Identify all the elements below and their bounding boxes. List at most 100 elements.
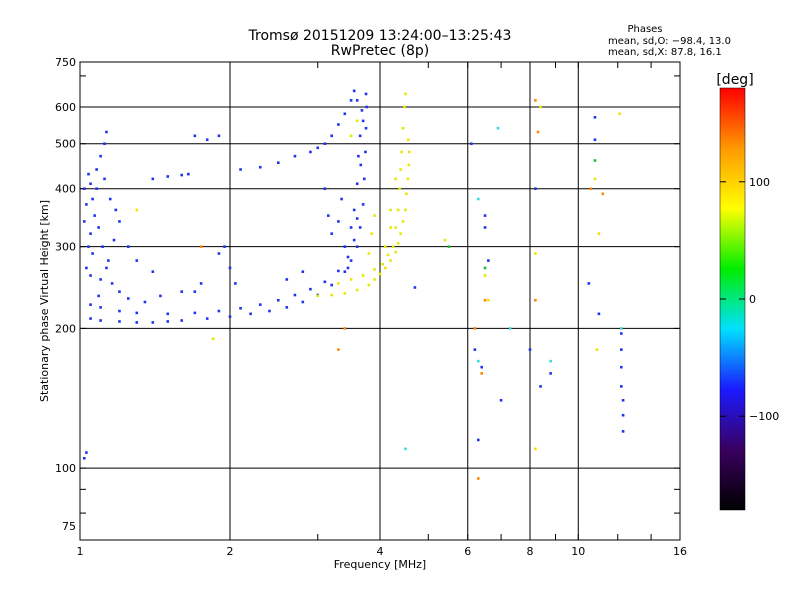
data-point — [87, 245, 90, 248]
data-point — [199, 282, 203, 285]
x-tick-label: 1 — [77, 545, 84, 558]
x-tick-label: 10 — [571, 545, 585, 558]
data-point — [180, 173, 184, 177]
data-point — [143, 300, 147, 304]
data-point — [496, 126, 500, 130]
data-point — [85, 451, 88, 454]
data-point — [401, 220, 405, 223]
data-point — [620, 332, 623, 335]
y-tick-labels: 75 100 200 300 400 500 600 750 — [55, 56, 76, 533]
data-point — [228, 315, 232, 318]
colorbar-tick-label: 100 — [749, 176, 770, 189]
data-point — [118, 320, 121, 323]
data-point — [394, 177, 397, 181]
data-point — [97, 226, 100, 229]
data-point — [346, 255, 350, 259]
data-point — [323, 187, 327, 190]
data-point — [534, 298, 537, 302]
data-point — [396, 208, 400, 212]
data-point — [343, 112, 347, 116]
data-point — [549, 359, 552, 363]
data-point — [357, 154, 360, 158]
data-point — [358, 226, 362, 229]
data-point — [601, 192, 605, 196]
data-point — [621, 398, 625, 402]
data-point — [309, 287, 312, 291]
data-point — [180, 319, 184, 322]
data-point — [99, 319, 102, 322]
data-point — [151, 321, 155, 324]
data-point — [89, 317, 92, 320]
data-point — [205, 317, 209, 320]
data-point — [249, 312, 252, 316]
data-point — [180, 290, 184, 293]
data-point — [99, 278, 102, 281]
data-point — [483, 214, 487, 217]
data-point — [362, 177, 366, 181]
data-point — [330, 232, 334, 235]
chart-title-group: Tromsø 20151209 13:24:00–13:25:43 RwPret… — [248, 28, 512, 59]
data-point — [99, 306, 102, 309]
data-point — [166, 320, 170, 323]
data-point — [352, 208, 356, 212]
data-point — [400, 150, 403, 154]
data-point — [118, 290, 121, 293]
data-point — [89, 182, 92, 186]
x-tick-label: 16 — [673, 545, 687, 558]
data-point — [85, 203, 88, 206]
data-point — [276, 298, 280, 302]
data-point — [223, 245, 226, 248]
data-point — [361, 203, 365, 206]
x-axis-label: Frequency [MHz] — [334, 558, 426, 571]
data-point — [389, 259, 392, 262]
data-point — [135, 311, 139, 315]
data-point — [593, 116, 597, 119]
data-point — [330, 134, 334, 138]
data-point — [539, 385, 542, 388]
data-point — [620, 348, 623, 351]
x-tick-label: 2 — [227, 545, 234, 558]
data-point — [355, 119, 359, 123]
axis-ticks — [79, 62, 681, 540]
data-point — [483, 298, 487, 302]
data-point — [473, 348, 477, 351]
data-point — [151, 270, 155, 273]
data-point — [217, 252, 221, 255]
y-tick-label: 75 — [62, 520, 76, 533]
data-point — [239, 306, 242, 310]
data-point — [85, 266, 88, 270]
data-point — [95, 168, 98, 171]
y-tick-label: 100 — [55, 462, 76, 475]
data-point — [534, 447, 537, 451]
data-point — [536, 130, 540, 134]
data-point — [381, 262, 384, 266]
data-point — [97, 294, 100, 298]
data-point — [293, 154, 297, 158]
data-point — [293, 293, 297, 297]
data-point — [389, 208, 392, 212]
data-point — [337, 123, 340, 126]
data-point — [620, 327, 623, 330]
data-point — [477, 477, 480, 480]
data-point — [107, 259, 110, 262]
data-point — [327, 214, 330, 217]
data-point — [483, 226, 487, 229]
data-point — [349, 226, 353, 229]
data-point — [105, 130, 108, 134]
data-point — [355, 182, 359, 186]
data-point — [403, 105, 406, 109]
data-point — [349, 99, 353, 102]
grid-lines — [80, 62, 680, 540]
data-point — [82, 220, 86, 223]
data-point — [389, 226, 392, 229]
y-tick-label: 400 — [55, 183, 76, 196]
x-tick-label: 8 — [527, 545, 534, 558]
data-point — [373, 214, 376, 217]
data-point — [384, 266, 387, 270]
data-point — [589, 187, 593, 190]
data-point — [487, 298, 490, 302]
data-point — [394, 250, 397, 254]
data-point — [337, 348, 340, 351]
data-point — [549, 372, 552, 375]
data-point — [508, 327, 512, 330]
